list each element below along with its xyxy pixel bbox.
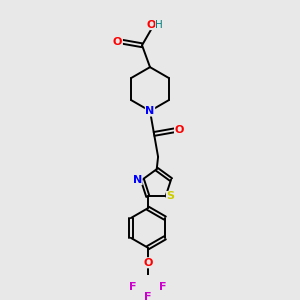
Text: F: F (144, 292, 152, 300)
Text: N: N (133, 175, 142, 184)
Text: F: F (159, 282, 167, 292)
Text: S: S (167, 191, 175, 201)
Text: N: N (146, 106, 154, 116)
Text: O: O (143, 258, 152, 268)
Text: O: O (175, 125, 184, 135)
Text: H: H (155, 20, 163, 29)
Text: F: F (129, 282, 136, 292)
Text: O: O (113, 37, 122, 47)
Text: O: O (147, 20, 156, 29)
